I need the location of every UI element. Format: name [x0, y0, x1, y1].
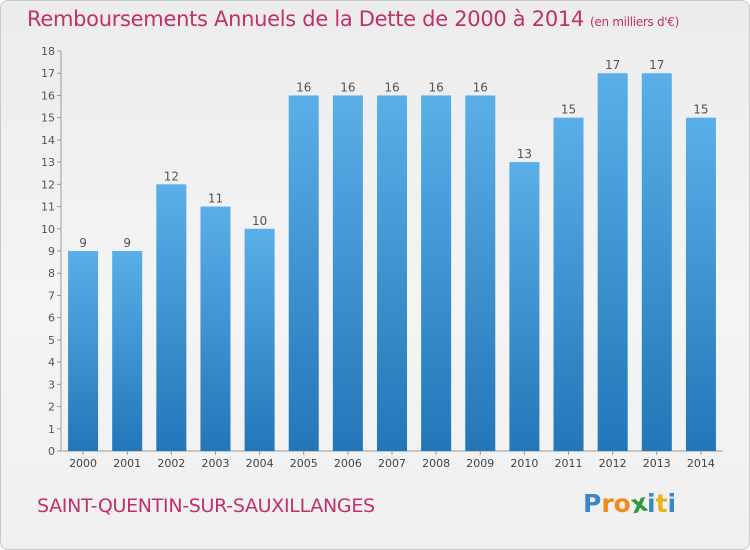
- bar-value-label: 17: [649, 58, 664, 72]
- bar-value-label: 10: [252, 214, 267, 228]
- bar-value-label: 12: [164, 169, 179, 183]
- y-tick-label: 14: [41, 134, 55, 147]
- bar: [288, 95, 319, 451]
- chart-title: Remboursements Annuels de la Dette de 20…: [27, 7, 679, 31]
- x-tick-label: 2008: [422, 457, 450, 470]
- bar: [376, 95, 408, 451]
- y-tick-label: 5: [48, 334, 55, 347]
- y-tick-label: 2: [48, 401, 55, 414]
- x-tick-label: 2006: [334, 457, 362, 470]
- bar: [112, 251, 143, 451]
- commune-name: SAINT-QUENTIN-SUR-SAUXILLANGES: [37, 495, 375, 517]
- bar-value-label: 16: [473, 80, 488, 94]
- bar: [553, 117, 584, 452]
- y-tick-label: 6: [48, 312, 55, 325]
- proxiti-logo: Proxiti: [583, 488, 677, 520]
- x-tick-label: 2009: [466, 457, 494, 470]
- bar: [421, 95, 452, 451]
- y-tick-label: 8: [48, 267, 55, 280]
- x-tick-label: 2010: [510, 457, 538, 470]
- logo-letter: o: [613, 489, 631, 518]
- x-tick-label: 2002: [157, 457, 185, 470]
- logo-letter: r: [601, 489, 614, 518]
- bar: [685, 117, 716, 452]
- bar-value-label: 13: [517, 147, 532, 161]
- y-tick-label: 12: [41, 178, 55, 191]
- x-tick-label: 2013: [643, 457, 671, 470]
- bar: [641, 73, 672, 451]
- x-tick-label: 2001: [113, 457, 141, 470]
- y-tick-label: 1: [48, 423, 55, 436]
- x-tick-label: 2014: [687, 457, 715, 470]
- logo-letter: P: [583, 489, 602, 518]
- bar: [156, 184, 187, 452]
- y-tick-label: 0: [48, 445, 55, 458]
- bar-value-label: 9: [79, 236, 87, 250]
- bar: [509, 162, 540, 451]
- x-tick-label: 2012: [599, 457, 627, 470]
- bar-value-label: 9: [123, 236, 131, 250]
- x-tick-label: 2004: [246, 457, 274, 470]
- y-tick-label: 17: [41, 67, 55, 80]
- bar-value-label: 17: [605, 58, 620, 72]
- bar: [465, 95, 496, 451]
- y-tick-label: 15: [41, 112, 55, 125]
- bar: [332, 95, 363, 451]
- chart-subtitle: (en milliers d'€): [590, 15, 680, 29]
- y-tick-label: 13: [41, 156, 55, 169]
- logo-letter: t: [655, 489, 668, 518]
- x-tick-label: 2005: [290, 457, 318, 470]
- bar-value-label: 15: [693, 103, 708, 117]
- y-tick-label: 9: [48, 245, 55, 258]
- y-tick-label: 11: [41, 201, 55, 214]
- bar: [68, 251, 99, 451]
- x-tick-label: 2000: [69, 457, 97, 470]
- y-tick-label: 18: [41, 45, 55, 58]
- bar-value-label: 16: [384, 80, 399, 94]
- y-tick-label: 16: [41, 89, 55, 102]
- y-tick-label: 3: [48, 378, 55, 391]
- y-tick-label: 4: [48, 356, 55, 369]
- x-tick-label: 2007: [378, 457, 406, 470]
- bar: [200, 206, 231, 451]
- y-tick-label: 10: [41, 223, 55, 236]
- bar-value-label: 11: [208, 192, 223, 206]
- bar: [244, 228, 275, 451]
- bar-value-label: 16: [428, 80, 443, 94]
- y-tick-label: 7: [48, 289, 55, 302]
- bar: [597, 73, 628, 451]
- x-tick-label: 2003: [201, 457, 229, 470]
- chart-title-text: Remboursements Annuels de la Dette de 20…: [27, 7, 584, 31]
- bar-value-label: 16: [296, 80, 311, 94]
- logo-letter: i: [667, 489, 677, 518]
- x-tick-label: 2011: [555, 457, 583, 470]
- logo-letter: i: [647, 489, 656, 518]
- bar-value-label: 16: [340, 80, 355, 94]
- bar-value-label: 15: [561, 103, 576, 117]
